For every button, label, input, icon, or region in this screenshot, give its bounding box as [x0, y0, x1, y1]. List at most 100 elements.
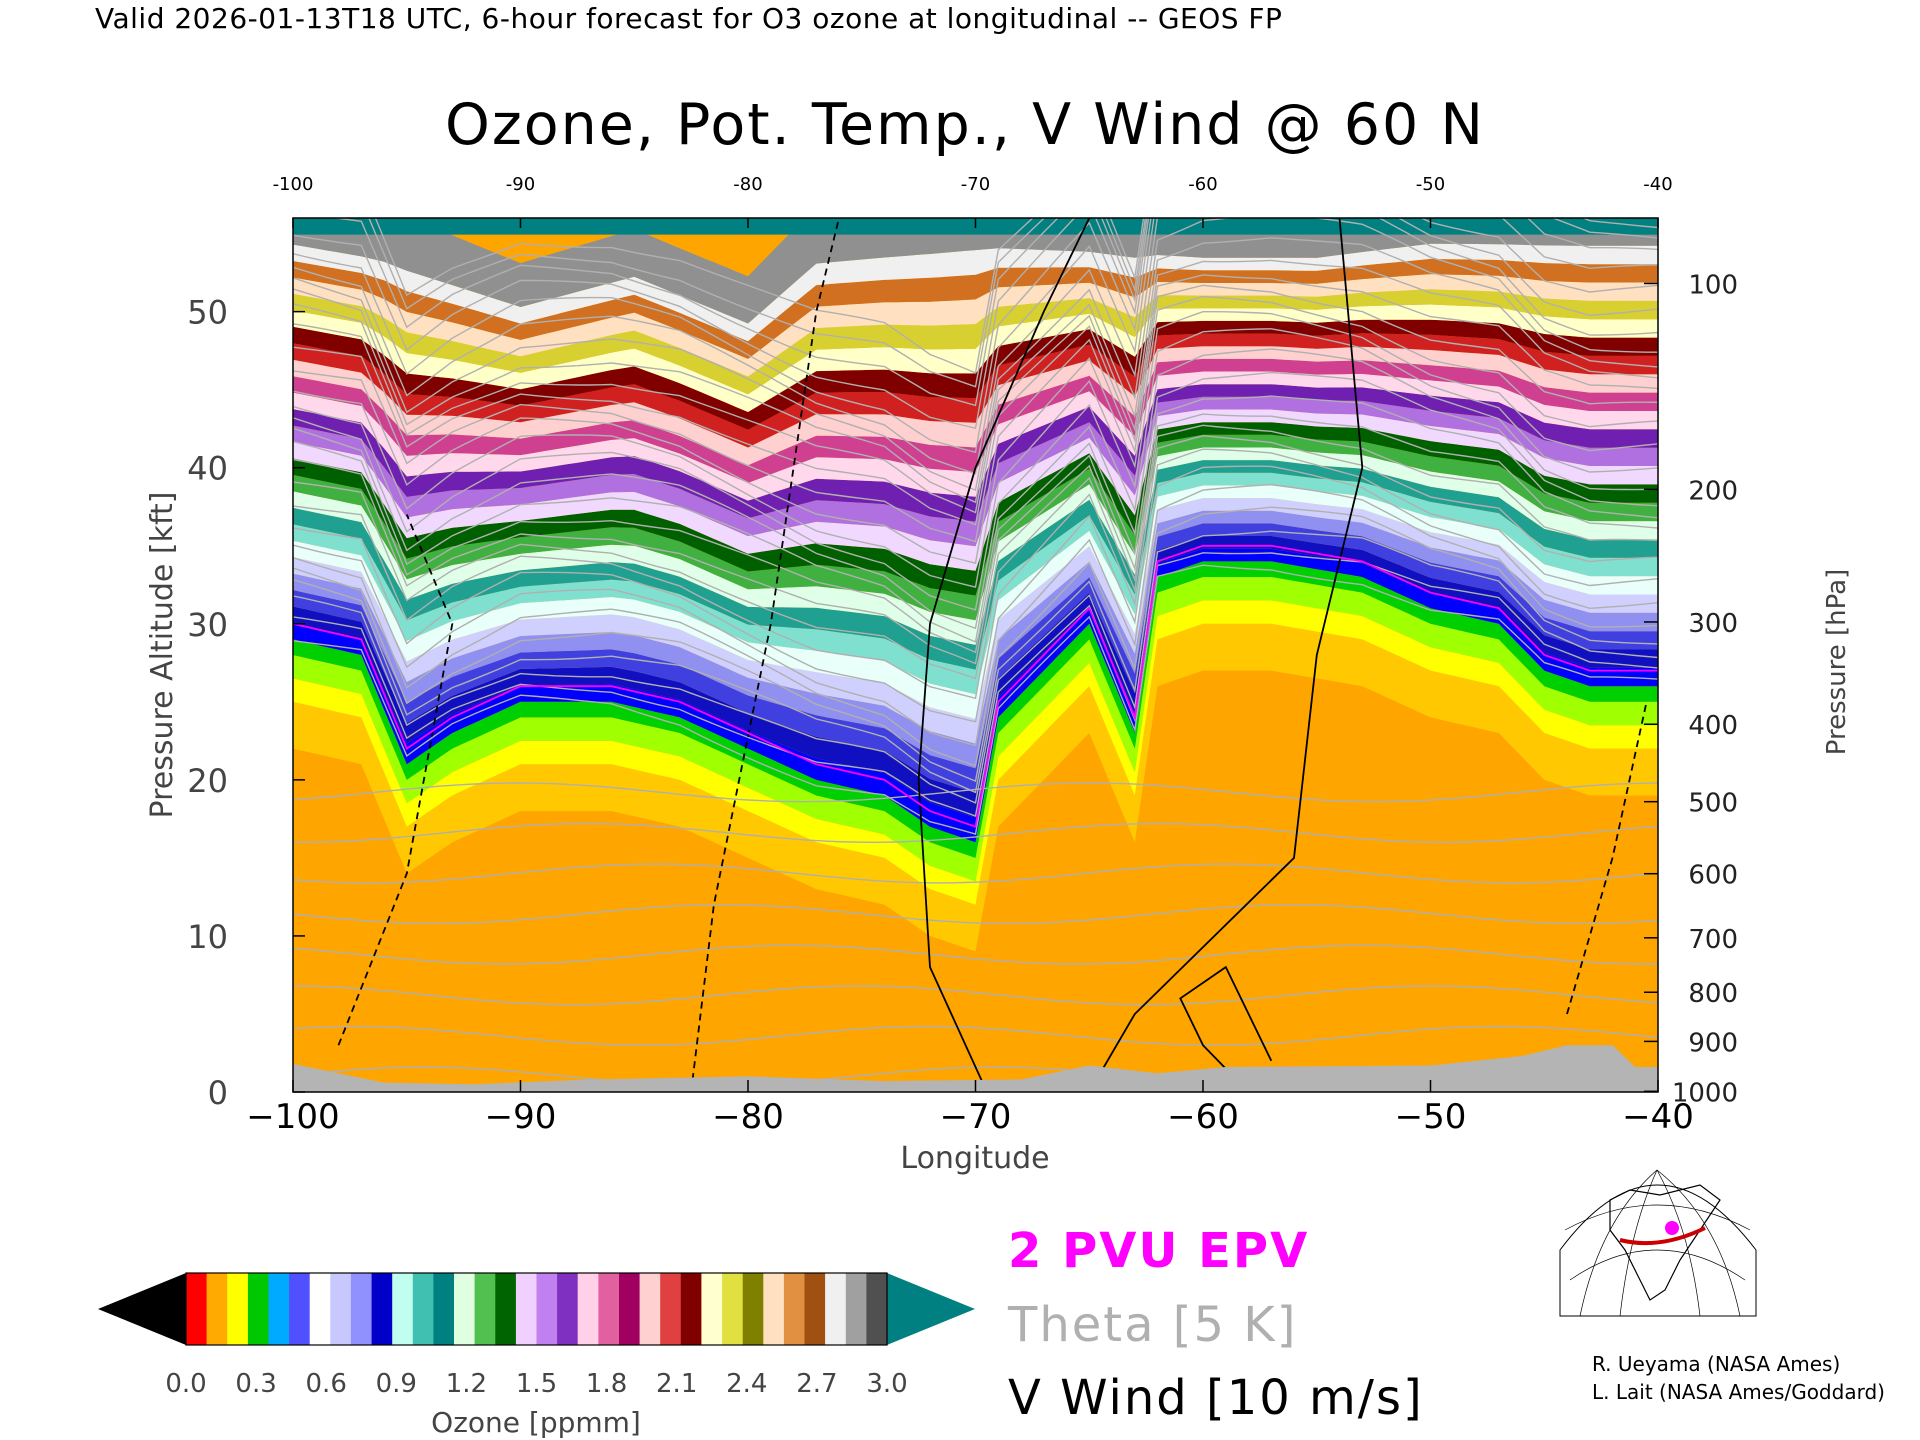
y-tick-label: 0 [208, 1074, 228, 1112]
theta-contour-10 [293, 530, 1658, 804]
theta-contour-25 [293, 274, 1658, 543]
colorbar-swatch [763, 1273, 785, 1345]
vwind-contour-0 [917, 218, 1091, 1092]
colorbar-swatch [206, 1273, 228, 1345]
colorbar-over-arrow [887, 1273, 975, 1345]
y-tick-label: 40 [187, 450, 228, 488]
vwind-contour-3 [337, 514, 454, 1046]
legend-vwind: V Wind [10 m/s] [1008, 1370, 1424, 1426]
theta-contour-29 [293, 218, 1658, 492]
map-parallel [1564, 1204, 1751, 1231]
credit-line-2: L. Lait (NASA Ames/Goddard) [1592, 1380, 1885, 1404]
y-tick-label: 20 [187, 762, 228, 800]
colorbar-tick-label: 2.1 [656, 1369, 697, 1399]
theta-contour-3 [293, 944, 1658, 965]
colorbar-tick-label: 1.5 [516, 1369, 557, 1399]
ozone-band-18 [293, 371, 1658, 501]
x-tick-label: −70 [940, 1097, 1012, 1137]
colorbar-swatch [186, 1273, 208, 1345]
theta-contour-5 [293, 863, 1658, 884]
ozone-band-24 [293, 289, 1658, 395]
pressure-tick-label: 500 [1688, 789, 1738, 819]
pressure-tick-label: 800 [1688, 979, 1738, 1009]
x-top-tick-label: -100 [273, 174, 314, 195]
colorbar-swatch [619, 1273, 641, 1345]
x-axis-label: Longitude [900, 1141, 1049, 1176]
vwind-contour-5 [1179, 965, 1273, 1092]
colorbar-tick-label: 1.8 [586, 1369, 627, 1399]
theta-contour-20 [293, 348, 1658, 643]
ozone-band-3 [293, 561, 1658, 858]
ozone-band-22 [293, 319, 1658, 430]
pressure-tick-label: 700 [1688, 925, 1738, 955]
theta-contour-22 [293, 311, 1658, 611]
colorbar-swatch [557, 1273, 579, 1345]
colorbar-swatch [639, 1273, 661, 1345]
ozone-band-23 [293, 304, 1658, 412]
ozone-band-20 [293, 346, 1658, 466]
x-top-tick-label: -70 [961, 174, 990, 195]
colorbar-swatch [309, 1273, 331, 1345]
map-coastline [1609, 1184, 1721, 1301]
credits: R. Ueyama (NASA Ames) L. Lait (NASA Ames… [1592, 1350, 1885, 1406]
theta-contour-28 [293, 218, 1658, 504]
colorbar-swatch [722, 1273, 744, 1345]
map-location-marker [1665, 1221, 1679, 1235]
x-tick-label: −60 [1167, 1097, 1239, 1137]
ozone-band-26 [293, 258, 1658, 359]
theta-contour-4 [293, 903, 1658, 925]
ozone-band-1 [293, 600, 1658, 905]
colorbar-swatch [866, 1273, 888, 1345]
colorbar-swatch [577, 1273, 599, 1345]
map-meridian [1619, 1169, 1658, 1317]
ozone-band-9 [293, 485, 1658, 719]
theta-contour-15 [293, 435, 1658, 723]
y2-axis-label: Pressure [hPa] [1822, 569, 1852, 756]
x-tick-label: −50 [1395, 1097, 1467, 1137]
theta-contour-26 [293, 259, 1658, 526]
y-tick-label: 30 [187, 606, 228, 644]
colorbar-swatch [536, 1273, 558, 1345]
epv-2pvu-line [293, 544, 1658, 828]
colorbar-swatch [433, 1273, 455, 1345]
theta-contour-23 [293, 295, 1658, 588]
colorbar-swatch [680, 1273, 702, 1345]
theta-contour-8 [293, 564, 1658, 835]
theta-contour-35 [374, 218, 1658, 374]
colorbar-frame [185, 1272, 888, 1346]
colorbar-swatch [660, 1273, 682, 1345]
colorbar-tick-label: 3.0 [866, 1369, 907, 1399]
pressure-tick-label: 1000 [1672, 1078, 1738, 1108]
ozone-band-19 [293, 358, 1658, 483]
x-top-tick-label: -60 [1188, 174, 1217, 195]
y-axis-label: Pressure Altitude [kft] [145, 492, 180, 819]
x-tick-label: −40 [1622, 1097, 1694, 1137]
x-tick-label: −100 [246, 1097, 339, 1137]
x-tick-label: −80 [712, 1097, 784, 1137]
theta-contour-14 [293, 448, 1658, 747]
chart-title: Ozone, Pot. Temp., V Wind @ 60 N [444, 92, 1486, 158]
colorbar-swatch [474, 1273, 496, 1345]
colorbar-swatch [515, 1273, 538, 1345]
theta-contour-17 [293, 413, 1658, 680]
theta-contour-24 [293, 284, 1658, 564]
ground-terrain [293, 1045, 1658, 1092]
colorbar-swatch [392, 1273, 414, 1345]
colorbar-tick-label: 0.6 [306, 1369, 347, 1399]
pressure-tick-label: 900 [1688, 1028, 1738, 1058]
colorbar-swatch [598, 1273, 620, 1345]
theta-contour-11 [293, 506, 1658, 794]
colorbar-swatch [454, 1273, 476, 1345]
colorbar-tick-label: 2.4 [726, 1369, 767, 1399]
colorbar-swatch [412, 1273, 434, 1345]
plot-area [293, 218, 1658, 1092]
colorbar-swatch [701, 1273, 723, 1345]
map-parallel [1569, 1249, 1746, 1281]
theta-contour-2 [293, 985, 1658, 1006]
colorbar-tick-label: 0.0 [165, 1369, 206, 1399]
colorbar-swatch [289, 1273, 311, 1345]
valid-line: Valid 2026-01-13T18 UTC, 6-hour forecast… [95, 2, 1283, 35]
ozone-band-7 [293, 510, 1658, 769]
colorbar-swatch [825, 1273, 847, 1345]
